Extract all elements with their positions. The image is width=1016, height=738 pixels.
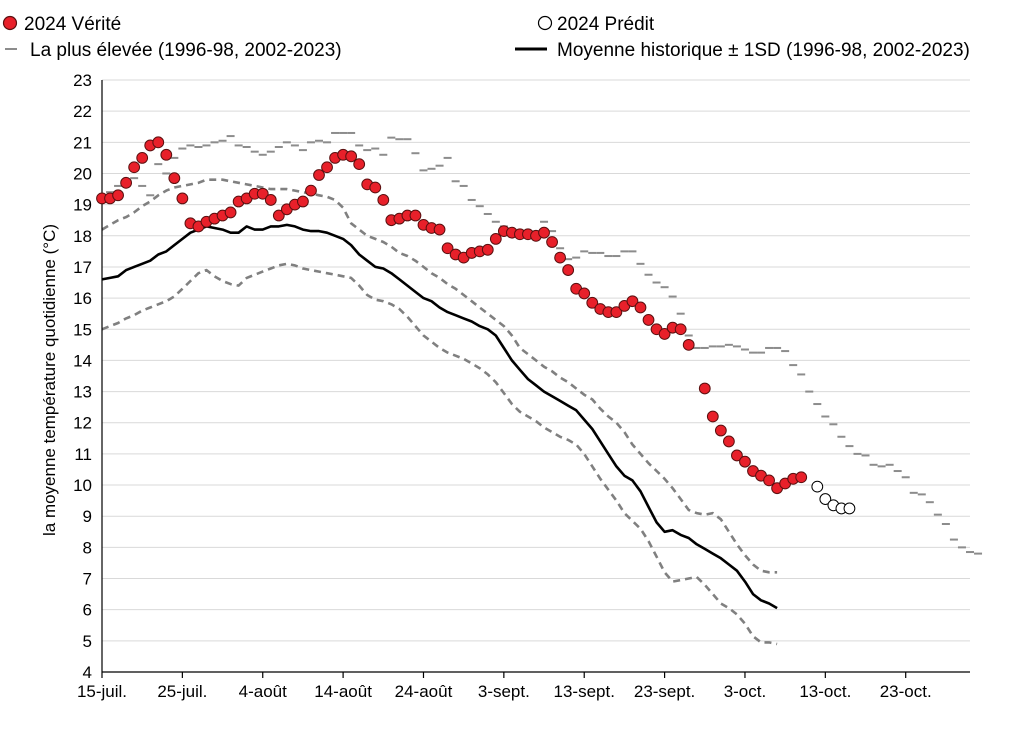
x-tick-label: 24-août — [395, 682, 453, 701]
truth-point — [610, 306, 623, 319]
x-tick-label: 3-oct. — [724, 682, 767, 701]
series-plus-1sd-line — [101, 178, 778, 574]
y-tick-label: 20 — [73, 164, 92, 183]
y-tick-label: 13 — [73, 383, 92, 402]
truth-point — [256, 187, 269, 200]
truth-point — [489, 233, 502, 245]
truth-point — [112, 189, 124, 202]
truth-point — [136, 151, 149, 164]
truth-point — [626, 295, 639, 308]
truth-point — [714, 424, 727, 437]
y-tick-label: 21 — [73, 133, 92, 152]
truth-point — [682, 338, 695, 351]
y-axis-label: la moyenne température quotidienne (°C) — [40, 224, 59, 536]
truth-point — [441, 242, 454, 255]
truth-point — [706, 410, 719, 423]
y-tick-label: 6 — [83, 601, 92, 620]
tick-labels: 4 5 6 7 8 9 10 11 12 13 14 15 16 17 18 19 20 21 22 23 15-jui… — [73, 71, 932, 701]
y-tick-label: 16 — [73, 289, 92, 308]
legend-highest-label: La plus élevée (1996-98, 2002-2023) — [30, 40, 342, 61]
truth-point — [554, 251, 567, 264]
legend-truth-marker — [2, 15, 18, 31]
x-tick-label: 15-juil. — [77, 682, 127, 701]
truth-point — [176, 192, 189, 205]
y-tick-label: 10 — [73, 476, 92, 495]
mean-line — [101, 223, 778, 610]
y-tick-label: 22 — [73, 102, 92, 121]
truth-point — [586, 296, 599, 309]
truth-point — [160, 148, 173, 161]
truth-point — [731, 449, 743, 462]
legend-truth-label: 2024 Vérité — [24, 14, 121, 35]
truth-point — [345, 150, 358, 163]
y-tick-label: 8 — [83, 538, 92, 557]
truth-point — [168, 172, 181, 185]
truth-point — [272, 209, 285, 222]
truth-point — [120, 176, 133, 189]
truth-point — [128, 161, 141, 174]
y-tick-label: 11 — [74, 445, 92, 464]
x-tick-label: 25-juil. — [157, 682, 207, 701]
truth-point — [297, 195, 309, 208]
x-tick-label: 4-août — [239, 682, 287, 701]
truth-point — [377, 194, 390, 206]
series-mean-line — [101, 223, 778, 610]
predicted-point — [843, 502, 856, 515]
legend: 2024 Vérité 2024 Prédit La plus élevée (… — [2, 14, 970, 61]
truth-point — [634, 301, 647, 314]
y-tick-label: 5 — [83, 632, 92, 651]
truth-point — [562, 264, 575, 276]
truth-point — [433, 223, 446, 236]
truth-point — [763, 474, 775, 487]
truth-point — [546, 236, 558, 248]
truth-point — [795, 471, 808, 484]
sd-band-lines — [101, 178, 778, 646]
legend-predicted-marker — [537, 15, 553, 31]
truth-point — [658, 328, 671, 340]
x-tick-label: 23-sept. — [634, 682, 695, 701]
legend-mean-label: Moyenne historique ± 1SD (1996-98, 2002-… — [557, 40, 970, 61]
truth-point — [264, 194, 277, 206]
y-tick-label: 9 — [83, 507, 92, 526]
truth-point — [722, 435, 735, 448]
truth-point — [481, 243, 494, 256]
y-tick-label: 18 — [73, 227, 92, 246]
truth-point — [409, 209, 422, 222]
truth-point — [305, 184, 317, 197]
truth-point — [698, 382, 711, 395]
y-tick-label: 12 — [73, 414, 92, 433]
truth-point — [578, 287, 591, 300]
y-tick-label: 15 — [73, 320, 92, 339]
truth-point — [642, 314, 655, 326]
truth-point — [313, 169, 325, 181]
legend-predicted-label: 2024 Prédit — [557, 14, 655, 35]
truth-point — [321, 161, 333, 174]
y-tick-label: 4 — [83, 663, 92, 682]
x-tick-label: 3-sept. — [478, 682, 530, 701]
x-tick-label: 13-oct. — [799, 682, 851, 701]
y-tick-label: 17 — [73, 258, 92, 277]
truth-point — [739, 455, 751, 468]
predicted-point — [819, 493, 832, 505]
axes — [101, 80, 970, 678]
y-tick-label: 19 — [73, 196, 92, 215]
y-tick-label: 7 — [83, 570, 92, 589]
x-tick-label: 13-sept. — [554, 682, 615, 701]
data-points — [96, 136, 856, 515]
truth-point — [224, 206, 237, 219]
truth-point — [152, 136, 165, 149]
truth-point — [538, 226, 550, 239]
truth-point — [353, 158, 366, 171]
truth-point — [674, 323, 687, 336]
x-tick-label: 14-août — [314, 682, 372, 701]
x-tick-label: 23-oct. — [880, 682, 932, 701]
truth-point — [369, 181, 382, 194]
y-tick-label: 23 — [73, 71, 92, 90]
highest-markers — [98, 131, 983, 555]
predicted-point — [811, 480, 824, 493]
y-tick-label: 14 — [73, 351, 92, 370]
